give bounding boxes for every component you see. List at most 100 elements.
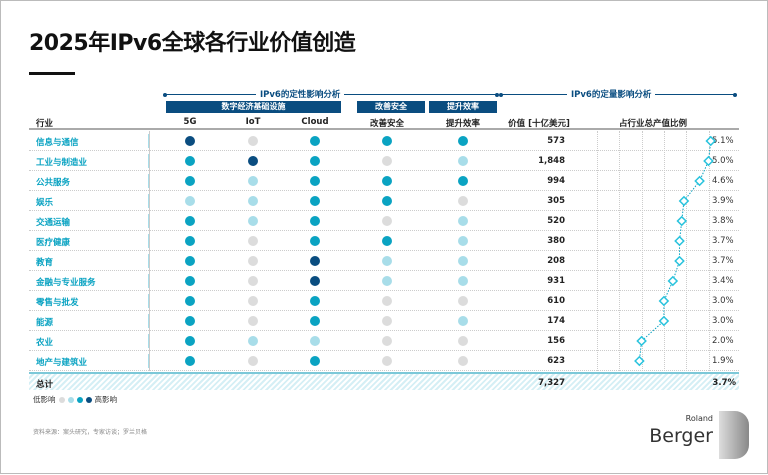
group-efficiency: 提升效率 xyxy=(429,101,497,113)
impact-dot xyxy=(310,296,320,306)
impact-dot xyxy=(382,136,392,146)
impact-dot xyxy=(248,136,258,146)
value-cell: 208 xyxy=(547,256,565,266)
share-label: 3.0% xyxy=(712,316,734,326)
industry-label: 公共服务 xyxy=(36,178,71,188)
impact-dot xyxy=(185,176,195,186)
share-label: 2.0% xyxy=(712,336,734,346)
impact-dot xyxy=(248,276,258,286)
share-label: 1.9% xyxy=(712,356,734,366)
impact-dot xyxy=(382,316,392,326)
value-cell: 380 xyxy=(547,236,565,246)
title-underline xyxy=(29,72,75,75)
quant-header: IPv6的定量影响分析 xyxy=(567,88,656,100)
impact-dot xyxy=(458,236,468,246)
impact-dot xyxy=(310,356,320,366)
impact-dot xyxy=(185,216,195,226)
impact-dot xyxy=(382,336,392,346)
table-row: 医疗健康 380 3.7% xyxy=(29,231,739,251)
impact-dot xyxy=(248,216,258,226)
value-cell: 305 xyxy=(547,196,565,206)
share-label: 3.8% xyxy=(712,216,734,226)
industry-label: 农业 xyxy=(36,338,54,348)
impact-dot xyxy=(310,136,320,146)
impact-dot xyxy=(185,256,195,266)
share-label: 5.1% xyxy=(712,136,734,146)
impact-dot xyxy=(382,296,392,306)
table-row: 交通运输 520 3.8% xyxy=(29,211,739,231)
impact-dot xyxy=(185,276,195,286)
share-label: 3.9% xyxy=(712,196,734,206)
impact-dot xyxy=(185,196,195,206)
impact-dot xyxy=(382,196,392,206)
value-cell: 156 xyxy=(547,336,565,346)
legend-dot-0 xyxy=(58,396,65,403)
impact-dot xyxy=(185,336,195,346)
industry-label: 教育 xyxy=(36,258,54,268)
share-label: 5.0% xyxy=(712,156,734,166)
impact-dot xyxy=(382,236,392,246)
industry-label: 信息与通信 xyxy=(36,138,79,148)
impact-dot xyxy=(310,216,320,226)
share-label: 4.6% xyxy=(712,176,734,186)
impact-dot xyxy=(458,216,468,226)
legend-high: 高影响 xyxy=(94,395,118,404)
group-infrastructure: 数字经济基础设施 xyxy=(166,101,341,113)
group-security: 改善安全 xyxy=(357,101,425,113)
impact-dot xyxy=(458,336,468,346)
table-row: 娱乐 305 3.9% xyxy=(29,191,739,211)
impact-dot xyxy=(458,256,468,266)
col-iot: IoT xyxy=(245,117,261,127)
impact-dot xyxy=(310,256,320,266)
industry-label: 地产与建筑业 xyxy=(36,358,88,368)
column-divider xyxy=(149,131,150,371)
table-row: 信息与通信 573 5.1% xyxy=(29,131,739,151)
industry-label: 能源 xyxy=(36,318,54,328)
value-cell: 520 xyxy=(547,216,565,226)
impact-dot xyxy=(458,276,468,286)
impact-dot xyxy=(248,296,258,306)
industry-label: 娱乐 xyxy=(36,198,54,208)
share-label: 3.0% xyxy=(712,296,734,306)
impact-dot xyxy=(458,316,468,326)
legend-dot-2 xyxy=(76,396,83,403)
value-cell: 1,848 xyxy=(538,156,565,166)
impact-dot xyxy=(248,256,258,266)
impact-dot xyxy=(310,316,320,326)
impact-dot xyxy=(185,316,195,326)
impact-dot xyxy=(185,136,195,146)
table-row: 公共服务 994 4.6% xyxy=(29,171,739,191)
impact-dot xyxy=(310,196,320,206)
industry-label: 零售与批发 xyxy=(36,298,79,308)
industry-label: 金融与专业服务 xyxy=(36,278,96,288)
roland-berger-logo: Roland Berger xyxy=(649,411,749,459)
col-industry: 行业 xyxy=(36,119,54,129)
impact-dot xyxy=(458,136,468,146)
col-5g: 5G xyxy=(183,117,197,127)
impact-dot xyxy=(382,216,392,226)
impact-dot xyxy=(310,236,320,246)
col-cloud: Cloud xyxy=(301,117,329,127)
impact-dot xyxy=(310,276,320,286)
col-security: 改善安全 xyxy=(369,119,404,129)
industry-label: 医疗健康 xyxy=(36,238,71,248)
value-cell: 610 xyxy=(547,296,565,306)
qual-header: IPv6的定性影响分析 xyxy=(256,88,345,100)
col-share: 占行业总产值比例 xyxy=(618,119,687,129)
impact-dot xyxy=(185,296,195,306)
gridline xyxy=(619,131,621,371)
table-row: 工业与制造业 1,848 5.0% xyxy=(29,151,739,171)
gridline xyxy=(597,131,598,371)
impact-dot xyxy=(248,236,258,246)
value-cell: 931 xyxy=(547,276,565,286)
share-label: 3.7% xyxy=(712,256,734,266)
table-row: 金融与专业服务 931 3.4% xyxy=(29,271,739,291)
legend-dot-1 xyxy=(67,396,74,403)
source-note: 资料来源：案头研究，专家访谈；罗兰贝格 xyxy=(33,429,148,436)
impact-dot xyxy=(458,176,468,186)
value-cell: 174 xyxy=(547,316,565,326)
table-row: 能源 174 3.0% xyxy=(29,311,739,331)
impact-dot xyxy=(458,196,468,206)
impact-dot xyxy=(382,256,392,266)
total-value: 7,327 xyxy=(538,378,565,388)
